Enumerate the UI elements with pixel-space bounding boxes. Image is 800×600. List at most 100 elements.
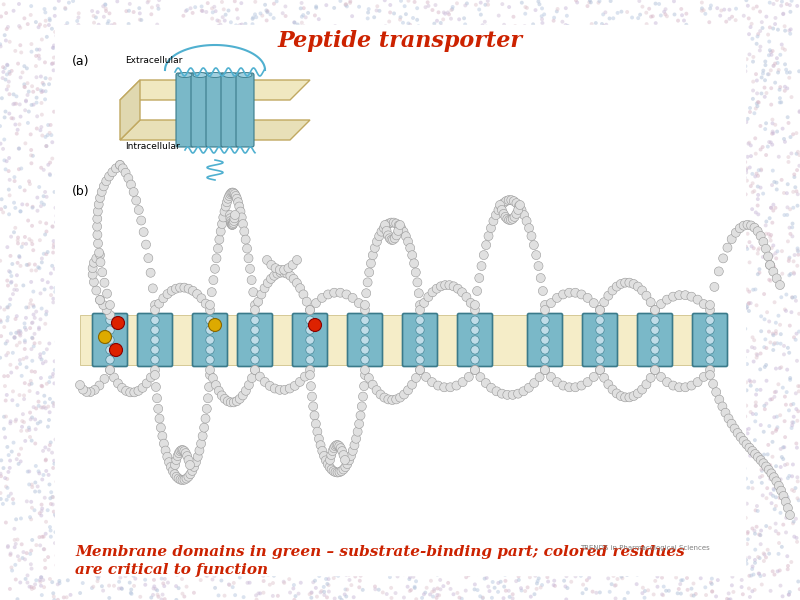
Point [386,352,399,362]
Point [159,212,172,221]
Point [30,575,42,585]
Point [513,29,526,38]
Point [59,532,72,541]
Point [427,368,440,377]
Point [583,285,596,295]
Bar [80,315,725,365]
Point [198,356,210,365]
Point [572,154,585,164]
Circle shape [502,197,510,206]
Point [580,193,593,203]
Point [13,0,26,9]
Point [680,89,693,99]
Point [534,418,546,427]
Point [629,255,642,265]
Point [345,287,358,297]
Point [322,464,335,473]
Point [117,292,130,302]
Circle shape [706,326,714,334]
Point [747,357,760,367]
Point [239,19,252,29]
Point [116,547,129,557]
Point [109,544,122,554]
Point [485,498,498,508]
Point [188,569,201,578]
Point [183,296,196,306]
Point [458,542,470,551]
Point [341,191,354,201]
Point [299,13,312,22]
Point [692,122,705,132]
Point [50,242,62,251]
Point [676,502,689,512]
Point [587,559,600,568]
Point [433,287,446,297]
Point [546,411,559,421]
Point [65,475,78,484]
Circle shape [242,386,250,395]
Point [221,26,234,36]
Point [39,16,52,26]
Point [669,294,682,304]
Circle shape [735,224,744,233]
Point [21,200,34,209]
Circle shape [595,305,605,314]
Point [138,482,151,491]
Point [274,484,287,493]
Point [95,281,108,290]
Point [672,292,685,301]
Point [268,278,281,288]
Circle shape [762,244,770,253]
Point [156,590,169,599]
Point [125,101,138,110]
Point [396,361,409,371]
Point [706,521,718,530]
Point [427,465,440,475]
Point [763,275,776,284]
Point [216,279,229,289]
Circle shape [403,386,413,395]
Point [300,31,313,40]
Circle shape [95,295,105,304]
Point [782,236,794,246]
Point [382,17,395,26]
Point [448,436,461,445]
Point [638,136,650,146]
Point [179,332,192,342]
Point [248,202,261,212]
Circle shape [769,267,778,276]
Point [47,242,60,252]
Point [286,394,298,404]
Point [234,438,246,448]
Point [690,368,702,378]
Point [34,338,46,347]
Point [790,166,800,175]
Point [131,386,144,396]
Point [658,38,670,47]
Point [714,11,726,20]
Point [449,384,462,394]
Point [574,295,586,304]
Point [475,28,488,37]
Point [721,120,734,130]
Point [86,62,99,71]
Point [238,505,250,514]
Point [55,502,68,511]
Point [790,335,800,344]
Point [174,137,187,146]
Point [712,181,725,191]
Point [699,306,712,316]
Point [270,296,283,305]
Point [651,572,664,581]
Point [250,211,263,220]
Point [62,176,74,185]
Circle shape [186,470,195,479]
Point [222,427,234,437]
Point [103,164,116,173]
Point [255,44,268,54]
Point [163,496,176,506]
Point [338,49,350,59]
Point [548,275,561,284]
Point [755,478,768,488]
Point [246,247,259,257]
